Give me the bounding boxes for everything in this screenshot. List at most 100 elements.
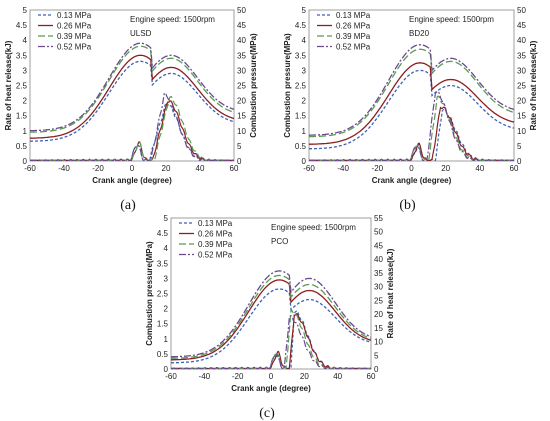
- right-tick-label: 30: [374, 283, 383, 292]
- left-tick-label: 2: [164, 305, 169, 314]
- heat-release-series-013: [30, 101, 235, 162]
- left-tick-labels: 0 0.5 1 1.5 2 2.5 3 3.5 4 4.5 5: [157, 214, 169, 374]
- right-tick-label: 30: [237, 66, 246, 75]
- left-tick-label: 4.5: [157, 229, 169, 238]
- legend-label-052: 0.52 MPa: [336, 43, 371, 52]
- legend-label-013: 0.13 MPa: [198, 219, 233, 228]
- left-tick-label: 1: [23, 127, 28, 136]
- left-tick-label: 1: [164, 335, 169, 344]
- x-tick-label: 20: [162, 164, 171, 173]
- right-tick-label: 40: [374, 255, 383, 264]
- fuel-note: PCO: [271, 237, 288, 246]
- left-tick-label: 5: [23, 6, 28, 15]
- legend-label-026: 0.26 MPa: [57, 22, 92, 31]
- engine-speed-note: Engine speed: 1500rpm: [130, 15, 215, 24]
- right-tick-label: 35: [517, 51, 526, 60]
- left-tick-label: 3: [302, 66, 307, 75]
- left-axis-label: Rate of heat release(kJ): [4, 40, 13, 130]
- right-tick-label: 50: [374, 228, 383, 237]
- right-tick-label: 35: [237, 51, 246, 60]
- left-axis-label: Combustion pressure(MPa): [283, 33, 292, 138]
- x-tick-label: -60: [24, 164, 36, 173]
- pressure-series-013: [308, 69, 515, 150]
- left-tick-label: 0.5: [295, 142, 307, 151]
- left-tick-label: 1.5: [157, 320, 169, 329]
- left-tick-label: 1.5: [295, 112, 307, 121]
- right-tick-label: 20: [374, 310, 383, 319]
- right-tick-label: 50: [517, 6, 526, 15]
- right-tick-label: 20: [517, 97, 526, 106]
- x-axis-label: Crank angle (degree): [372, 176, 452, 185]
- panel-label: (a): [120, 198, 136, 213]
- right-tick-label: 10: [237, 127, 246, 136]
- left-tick-labels: 0 0.5 1 1.5 2 2.5 3 3.5 4 4.5 5: [295, 6, 307, 166]
- x-tick-label: -60: [165, 372, 177, 381]
- left-tick-label: 0.5: [16, 142, 28, 151]
- left-tick-label: 2.5: [16, 82, 28, 91]
- right-tick-label: 35: [374, 269, 383, 278]
- heat-release-series-026: [30, 100, 235, 161]
- panel-label: (b): [399, 198, 416, 213]
- left-axis-label: Combustion pressure(MPa): [145, 241, 154, 346]
- x-tick-label: 0: [409, 164, 414, 173]
- engine-speed-note: Engine speed: 1500rpm: [271, 223, 356, 232]
- x-tick-label: 60: [367, 372, 376, 381]
- x-axis-label: Crank angle (degree): [231, 384, 311, 393]
- x-tick-label: -40: [58, 164, 70, 173]
- legend-label-026: 0.26 MPa: [198, 230, 233, 239]
- left-tick-label: 0: [23, 157, 28, 166]
- legend: 0.13 MPa 0.26 MPa 0.39 MPa 0.52 MPa: [317, 11, 371, 52]
- pressure-series-039: [308, 48, 515, 138]
- left-tick-label: 2.5: [157, 290, 169, 299]
- chart-panel-c: -60 -40 -20 0 20 40 60 0 0.5 1 1.5 2 2.5 3 3.5 4 4.5 5 0…: [145, 214, 395, 421]
- legend-label-013: 0.13 MPa: [57, 11, 92, 20]
- left-tick-label: 3.5: [16, 51, 28, 60]
- right-tick-label: 25: [237, 82, 246, 91]
- heat-release-series-052: [30, 92, 235, 162]
- plot-frame: [170, 217, 372, 370]
- x-tick-labels: -60 -40 -20 0 20 40 60: [165, 372, 376, 381]
- pressure-series-039: [170, 274, 372, 359]
- right-tick-labels: 0 5 10 15 20 25 30 35 40 45 50 55: [374, 214, 383, 374]
- right-tick-label: 30: [517, 66, 526, 75]
- right-tick-label: 40: [237, 36, 246, 45]
- right-tick-label: 5: [517, 142, 522, 151]
- legend-label-052: 0.52 MPa: [198, 251, 233, 260]
- fuel-note: BD20: [409, 29, 430, 38]
- x-tick-label: 60: [510, 164, 519, 173]
- chart-panel-b: -60 -40 -20 0 20 40 60 0 0.5 1 1.5 2 2.5 3 3.5 4 4.5 5 0…: [283, 6, 538, 213]
- left-tick-label: 4: [302, 36, 307, 45]
- right-tick-label: 0: [517, 157, 522, 166]
- x-tick-label: 0: [269, 372, 274, 381]
- right-axis-label: Combustion pressure(MPa): [249, 33, 258, 138]
- right-tick-label: 5: [374, 351, 379, 360]
- x-tick-label: -40: [199, 372, 211, 381]
- fuel-note: ULSD: [130, 29, 152, 38]
- left-tick-label: 0.5: [157, 350, 169, 359]
- x-tick-labels: -60 -40 -20 0 20 40 60: [303, 164, 519, 173]
- right-axis-label: Rate of heat release(kJ): [529, 40, 538, 130]
- left-tick-label: 3.5: [157, 259, 169, 268]
- right-tick-label: 10: [374, 338, 383, 347]
- legend-label-026: 0.26 MPa: [336, 22, 371, 31]
- right-tick-label: 15: [517, 112, 526, 121]
- heat-release-series-039: [309, 95, 515, 162]
- pressure-series-026: [171, 279, 372, 361]
- engine-speed-note: Engine speed: 1500rpm: [409, 15, 494, 24]
- legend: 0.13 MPa 0.26 MPa 0.39 MPa 0.52 MPa: [38, 11, 92, 52]
- left-tick-label: 1.5: [16, 112, 28, 121]
- right-tick-label: 45: [517, 21, 526, 30]
- pressure-series-052: [30, 42, 235, 132]
- pressure-series-026: [30, 54, 235, 139]
- x-tick-label: -20: [232, 372, 244, 381]
- pressure-series-052: [308, 44, 515, 136]
- left-tick-label: 4: [164, 244, 169, 253]
- x-tick-labels: -60 -40 -20 0 20 40 60: [24, 164, 239, 173]
- right-tick-label: 0: [237, 157, 242, 166]
- legend-label-052: 0.52 MPa: [57, 43, 92, 52]
- right-tick-label: 10: [517, 127, 526, 136]
- pressure-series-052: [170, 270, 372, 358]
- right-tick-label: 20: [237, 97, 246, 106]
- left-tick-label: 2: [23, 97, 28, 106]
- left-tick-label: 0: [164, 365, 169, 374]
